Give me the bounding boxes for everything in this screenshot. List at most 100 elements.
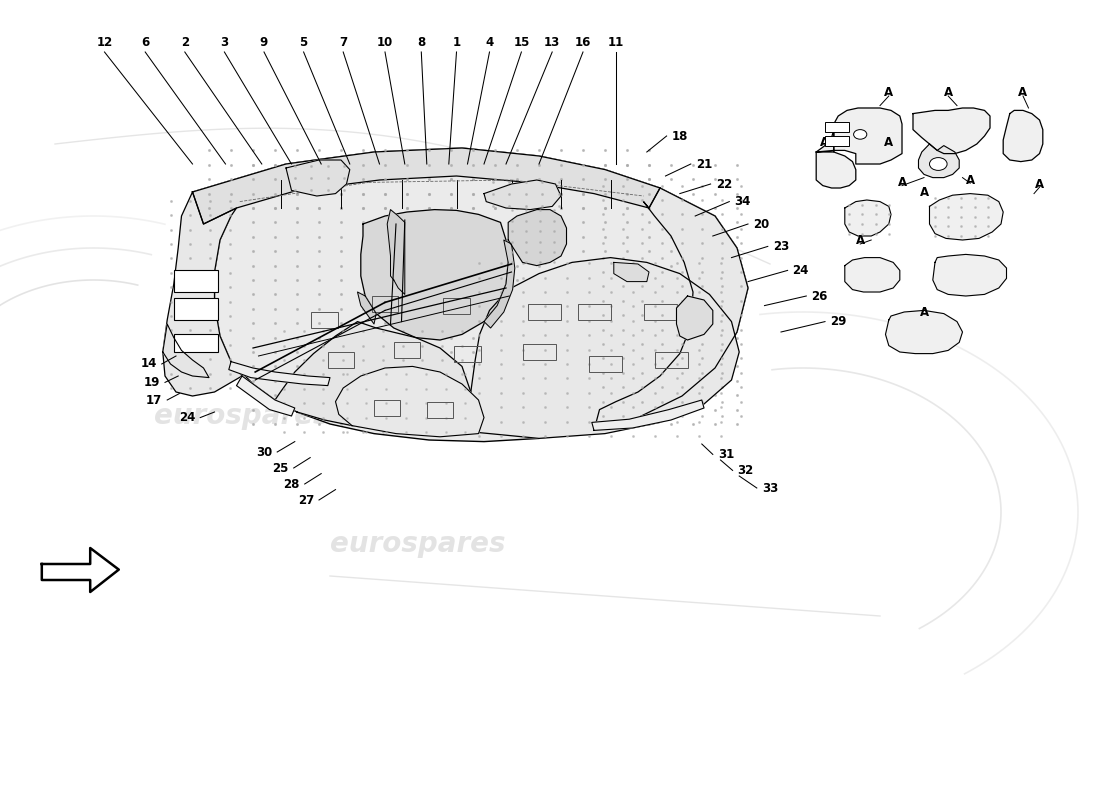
- Text: 1: 1: [452, 36, 461, 49]
- Text: 23: 23: [773, 240, 789, 253]
- Text: 25: 25: [273, 462, 288, 474]
- Bar: [454, 346, 481, 362]
- Bar: [644, 304, 676, 320]
- Text: 16: 16: [575, 36, 591, 49]
- Text: 19: 19: [144, 376, 159, 389]
- Polygon shape: [192, 148, 748, 442]
- Text: 8: 8: [417, 36, 426, 49]
- Text: A: A: [1035, 178, 1044, 190]
- Bar: [443, 298, 470, 314]
- Text: A: A: [856, 234, 865, 246]
- Text: 26: 26: [812, 290, 827, 302]
- Text: 31: 31: [718, 448, 734, 461]
- Text: A: A: [966, 174, 975, 186]
- Text: 11: 11: [608, 36, 624, 49]
- Polygon shape: [845, 200, 891, 236]
- Polygon shape: [592, 400, 704, 430]
- Bar: [588, 356, 621, 372]
- Text: A: A: [920, 306, 928, 318]
- Polygon shape: [886, 310, 962, 354]
- Polygon shape: [192, 148, 660, 224]
- Polygon shape: [816, 124, 856, 188]
- Text: 2: 2: [180, 36, 189, 49]
- Polygon shape: [229, 362, 330, 386]
- Text: 33: 33: [762, 482, 778, 494]
- Bar: [174, 334, 218, 352]
- Polygon shape: [484, 180, 561, 210]
- Text: 15: 15: [514, 36, 529, 49]
- Text: 9: 9: [260, 36, 268, 49]
- Polygon shape: [286, 160, 350, 196]
- Text: 20: 20: [754, 218, 769, 230]
- Text: 14: 14: [141, 358, 156, 370]
- Polygon shape: [358, 292, 376, 324]
- Text: 18: 18: [672, 130, 688, 142]
- Polygon shape: [361, 210, 508, 340]
- Bar: [654, 352, 688, 368]
- Polygon shape: [1003, 110, 1043, 162]
- Text: eurospares: eurospares: [429, 402, 605, 430]
- Text: 32: 32: [738, 464, 754, 477]
- Polygon shape: [471, 258, 739, 438]
- Text: 34: 34: [735, 195, 750, 208]
- Text: 6: 6: [141, 36, 150, 49]
- Text: 5: 5: [299, 36, 308, 49]
- Polygon shape: [163, 324, 209, 378]
- Bar: [311, 312, 338, 328]
- Text: 17: 17: [146, 394, 162, 406]
- Polygon shape: [918, 144, 959, 178]
- Text: A: A: [884, 86, 893, 98]
- Bar: [522, 344, 556, 360]
- Bar: [374, 400, 400, 416]
- Text: eurospares: eurospares: [330, 530, 506, 558]
- Text: 28: 28: [284, 478, 299, 490]
- Polygon shape: [387, 210, 405, 294]
- Polygon shape: [676, 296, 713, 340]
- Text: 24: 24: [179, 411, 195, 424]
- Text: 12: 12: [97, 36, 112, 49]
- Text: 13: 13: [544, 36, 560, 49]
- Text: 29: 29: [830, 315, 846, 328]
- Bar: [174, 270, 218, 292]
- Text: 4: 4: [485, 36, 494, 49]
- Circle shape: [854, 130, 867, 139]
- Polygon shape: [236, 376, 295, 416]
- Polygon shape: [336, 366, 484, 437]
- Bar: [328, 352, 354, 368]
- Bar: [825, 122, 849, 132]
- Polygon shape: [163, 192, 242, 396]
- Text: A: A: [1019, 86, 1027, 98]
- Text: 10: 10: [377, 36, 393, 49]
- Text: 3: 3: [220, 36, 229, 49]
- Bar: [578, 304, 610, 320]
- Text: A: A: [884, 136, 893, 149]
- Polygon shape: [913, 108, 990, 154]
- Polygon shape: [508, 210, 566, 266]
- Text: 27: 27: [298, 494, 314, 506]
- Bar: [372, 296, 398, 312]
- Polygon shape: [930, 194, 1003, 240]
- Text: A: A: [821, 136, 829, 149]
- Polygon shape: [816, 108, 902, 164]
- Bar: [825, 136, 849, 146]
- Polygon shape: [614, 262, 649, 282]
- Text: 30: 30: [256, 446, 272, 458]
- Polygon shape: [42, 548, 119, 592]
- Text: A: A: [898, 176, 906, 189]
- Polygon shape: [275, 322, 473, 434]
- Circle shape: [930, 158, 947, 170]
- Text: A: A: [944, 86, 953, 98]
- Polygon shape: [845, 258, 900, 292]
- Bar: [427, 402, 453, 418]
- Polygon shape: [933, 254, 1006, 296]
- Polygon shape: [484, 240, 515, 328]
- Bar: [174, 298, 218, 320]
- Text: 24: 24: [793, 264, 808, 277]
- Text: 22: 22: [716, 178, 732, 190]
- Bar: [528, 304, 561, 320]
- Text: A: A: [920, 186, 928, 198]
- Text: 21: 21: [696, 158, 712, 170]
- Text: eurospares: eurospares: [154, 402, 330, 430]
- Bar: [394, 342, 420, 358]
- Polygon shape: [594, 188, 748, 430]
